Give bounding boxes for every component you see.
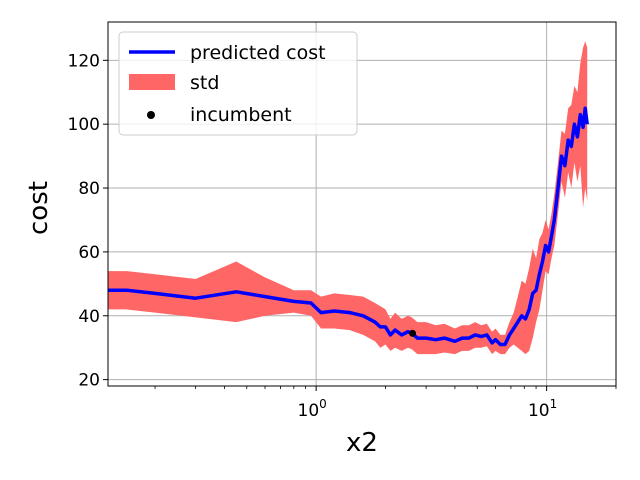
y-tick-label: 120 bbox=[68, 51, 100, 71]
incumbent-point bbox=[409, 329, 417, 337]
std-band bbox=[108, 41, 588, 355]
x-tick-base: 10 bbox=[528, 401, 550, 421]
legend-frame bbox=[118, 31, 358, 136]
y-tick-label: 60 bbox=[78, 243, 100, 263]
x-tick-base: 10 bbox=[298, 401, 320, 421]
legend-point-swatch bbox=[147, 111, 155, 119]
y-axis-label: cost bbox=[24, 181, 54, 235]
predicted-cost-line bbox=[108, 106, 589, 347]
legend-label-incumbent: incumbent bbox=[190, 104, 292, 126]
y-tick-label: 80 bbox=[78, 179, 100, 199]
legend: predicted cost std incumbent bbox=[118, 31, 358, 136]
y-tick-label: 100 bbox=[68, 115, 100, 135]
incumbent-points bbox=[409, 329, 417, 337]
legend-band-swatch bbox=[129, 74, 175, 90]
x-tick-exponent: 0 bbox=[319, 397, 327, 411]
y-tick-label: 40 bbox=[78, 307, 100, 327]
y-ticks: 20 40 60 80 100 120 bbox=[68, 51, 108, 391]
plot-frame bbox=[107, 21, 617, 387]
y-tick-label: 20 bbox=[78, 371, 100, 391]
x-tick-label: 101 bbox=[528, 397, 557, 421]
legend-label-predicted-cost: predicted cost bbox=[190, 42, 326, 64]
legend-label-std: std bbox=[190, 72, 219, 94]
x-ticks: 100 101 bbox=[154, 386, 617, 421]
x-tick-exponent: 1 bbox=[550, 397, 558, 411]
x-axis-label: x2 bbox=[346, 428, 378, 458]
x-tick-label: 100 bbox=[298, 397, 327, 421]
